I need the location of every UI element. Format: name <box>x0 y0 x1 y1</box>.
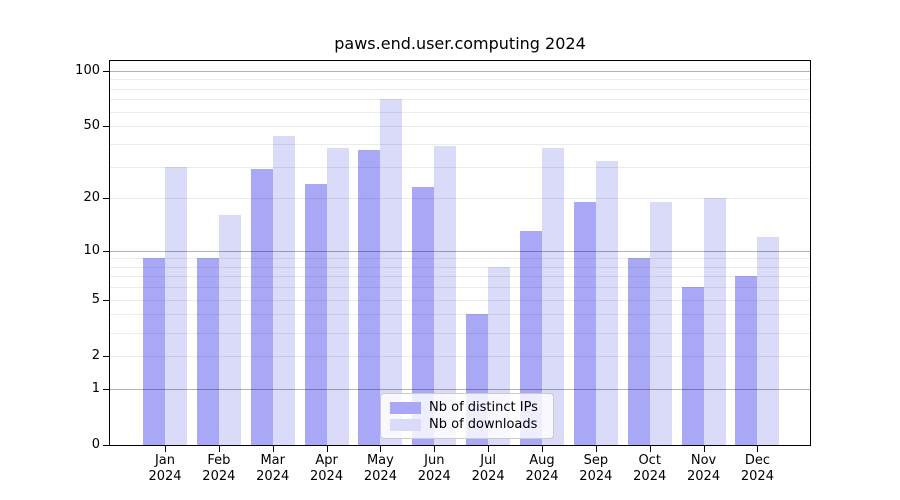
x-tick <box>165 446 166 452</box>
y-gridline-minor <box>110 88 810 90</box>
y-gridline-minor <box>110 111 810 113</box>
y-tick <box>103 299 109 301</box>
bar-downloads-jun <box>434 145 457 445</box>
x-tick-label: Feb 2024 <box>202 453 236 484</box>
bar-distinct-ips-feb <box>196 258 219 445</box>
x-tick-label: Aug 2024 <box>525 453 559 484</box>
y-tick-label: 2 <box>91 347 100 363</box>
y-tick <box>103 388 109 390</box>
y-gridline-minor <box>110 126 810 128</box>
y-tick <box>103 70 109 72</box>
chart-title: paws.end.user.computing 2024 <box>334 34 586 53</box>
x-tick-label: Oct 2024 <box>633 453 667 484</box>
bar-downloads-aug <box>541 147 564 445</box>
plot-spine-right <box>810 60 811 446</box>
legend-label-downloads: Nb of downloads <box>429 416 538 432</box>
x-tick-label: Sep 2024 <box>579 453 613 484</box>
y-tick <box>103 126 109 128</box>
y-tick-label: 5 <box>91 291 100 307</box>
bar-downloads-may <box>380 99 403 445</box>
y-gridline-minor <box>110 276 810 278</box>
x-tick <box>488 446 490 452</box>
y-tick-label: 10 <box>83 242 100 258</box>
y-gridline-minor <box>110 332 810 334</box>
plot-spine-top <box>109 60 811 61</box>
x-tick <box>541 446 543 452</box>
y-gridline-minor <box>110 287 810 289</box>
x-tick <box>434 446 436 452</box>
legend-swatch-distinct-ips <box>390 401 421 414</box>
x-tick-label: Apr 2024 <box>310 453 344 484</box>
x-tick <box>272 446 274 452</box>
y-tick-label: 1 <box>91 380 100 396</box>
y-gridline-minor <box>110 143 810 145</box>
legend-item-downloads: Nb of downloads <box>390 416 544 433</box>
plot-spine-bottom <box>109 445 811 446</box>
legend-label-distinct-ips: Nb of distinct IPs <box>429 399 538 415</box>
plot-spine-left <box>109 60 110 446</box>
x-tick-label: Nov 2024 <box>687 453 721 484</box>
y-gridline-minor <box>110 166 810 168</box>
x-tick-label: Dec 2024 <box>740 453 774 484</box>
x-tick-label: May 2024 <box>363 453 397 484</box>
x-tick <box>703 446 705 452</box>
bar-downloads-apr <box>326 147 349 445</box>
y-tick <box>103 445 109 446</box>
x-tick <box>595 446 597 452</box>
y-gridline-minor <box>110 355 810 357</box>
legend-item-distinct-ips: Nb of distinct IPs <box>390 399 544 416</box>
bar-distinct-ips-oct <box>627 258 650 445</box>
bar-distinct-ips-dec <box>735 276 758 445</box>
bar-downloads-nov <box>703 198 726 445</box>
bar-downloads-jan <box>165 166 187 445</box>
bar-distinct-ips-aug <box>519 230 542 445</box>
y-tick-label: 0 <box>91 437 100 452</box>
y-gridline-minor <box>110 299 810 301</box>
bar-distinct-ips-sep <box>573 202 596 445</box>
bar-downloads-sep <box>595 161 618 445</box>
x-tick-label: Jul 2024 <box>471 453 505 484</box>
y-gridline-minor <box>110 314 810 316</box>
bar-downloads-feb <box>218 215 241 445</box>
x-tick-label: Jan 2024 <box>148 453 182 484</box>
x-tick <box>649 446 651 452</box>
bar-distinct-ips-mar <box>250 169 273 445</box>
y-tick-label: 50 <box>83 118 100 134</box>
bar-distinct-ips-jun <box>412 187 435 445</box>
y-tick <box>103 355 109 357</box>
y-tick <box>103 198 109 200</box>
bar-distinct-ips-apr <box>304 183 327 445</box>
y-gridline-minor <box>110 79 810 81</box>
y-tick <box>103 250 109 252</box>
bar-downloads-mar <box>272 136 295 445</box>
bar-distinct-ips-jan <box>143 258 165 445</box>
y-gridline-minor <box>110 198 810 200</box>
y-gridline-major <box>110 388 810 390</box>
y-gridline-major <box>110 70 810 72</box>
y-tick-label: 100 <box>75 62 100 78</box>
plot-area <box>110 61 810 445</box>
x-tick-label: Mar 2024 <box>256 453 290 484</box>
legend-swatch-downloads <box>390 418 421 431</box>
x-tick <box>218 446 220 452</box>
bar-distinct-ips-nov <box>681 287 704 445</box>
x-tick <box>757 446 759 452</box>
bar-downloads-oct <box>649 202 672 445</box>
x-tick-label: Jun 2024 <box>417 453 451 484</box>
bar-distinct-ips-may <box>358 149 381 445</box>
bar-downloads-dec <box>757 236 780 445</box>
y-tick-label: 20 <box>83 190 100 206</box>
x-tick <box>326 446 328 452</box>
y-gridline-major <box>110 250 810 252</box>
y-gridline-minor <box>110 99 810 101</box>
x-tick <box>380 446 382 452</box>
y-gridline-minor <box>110 266 810 268</box>
y-gridline-minor <box>110 258 810 260</box>
legend: Nb of distinct IPs Nb of downloads <box>380 393 554 439</box>
